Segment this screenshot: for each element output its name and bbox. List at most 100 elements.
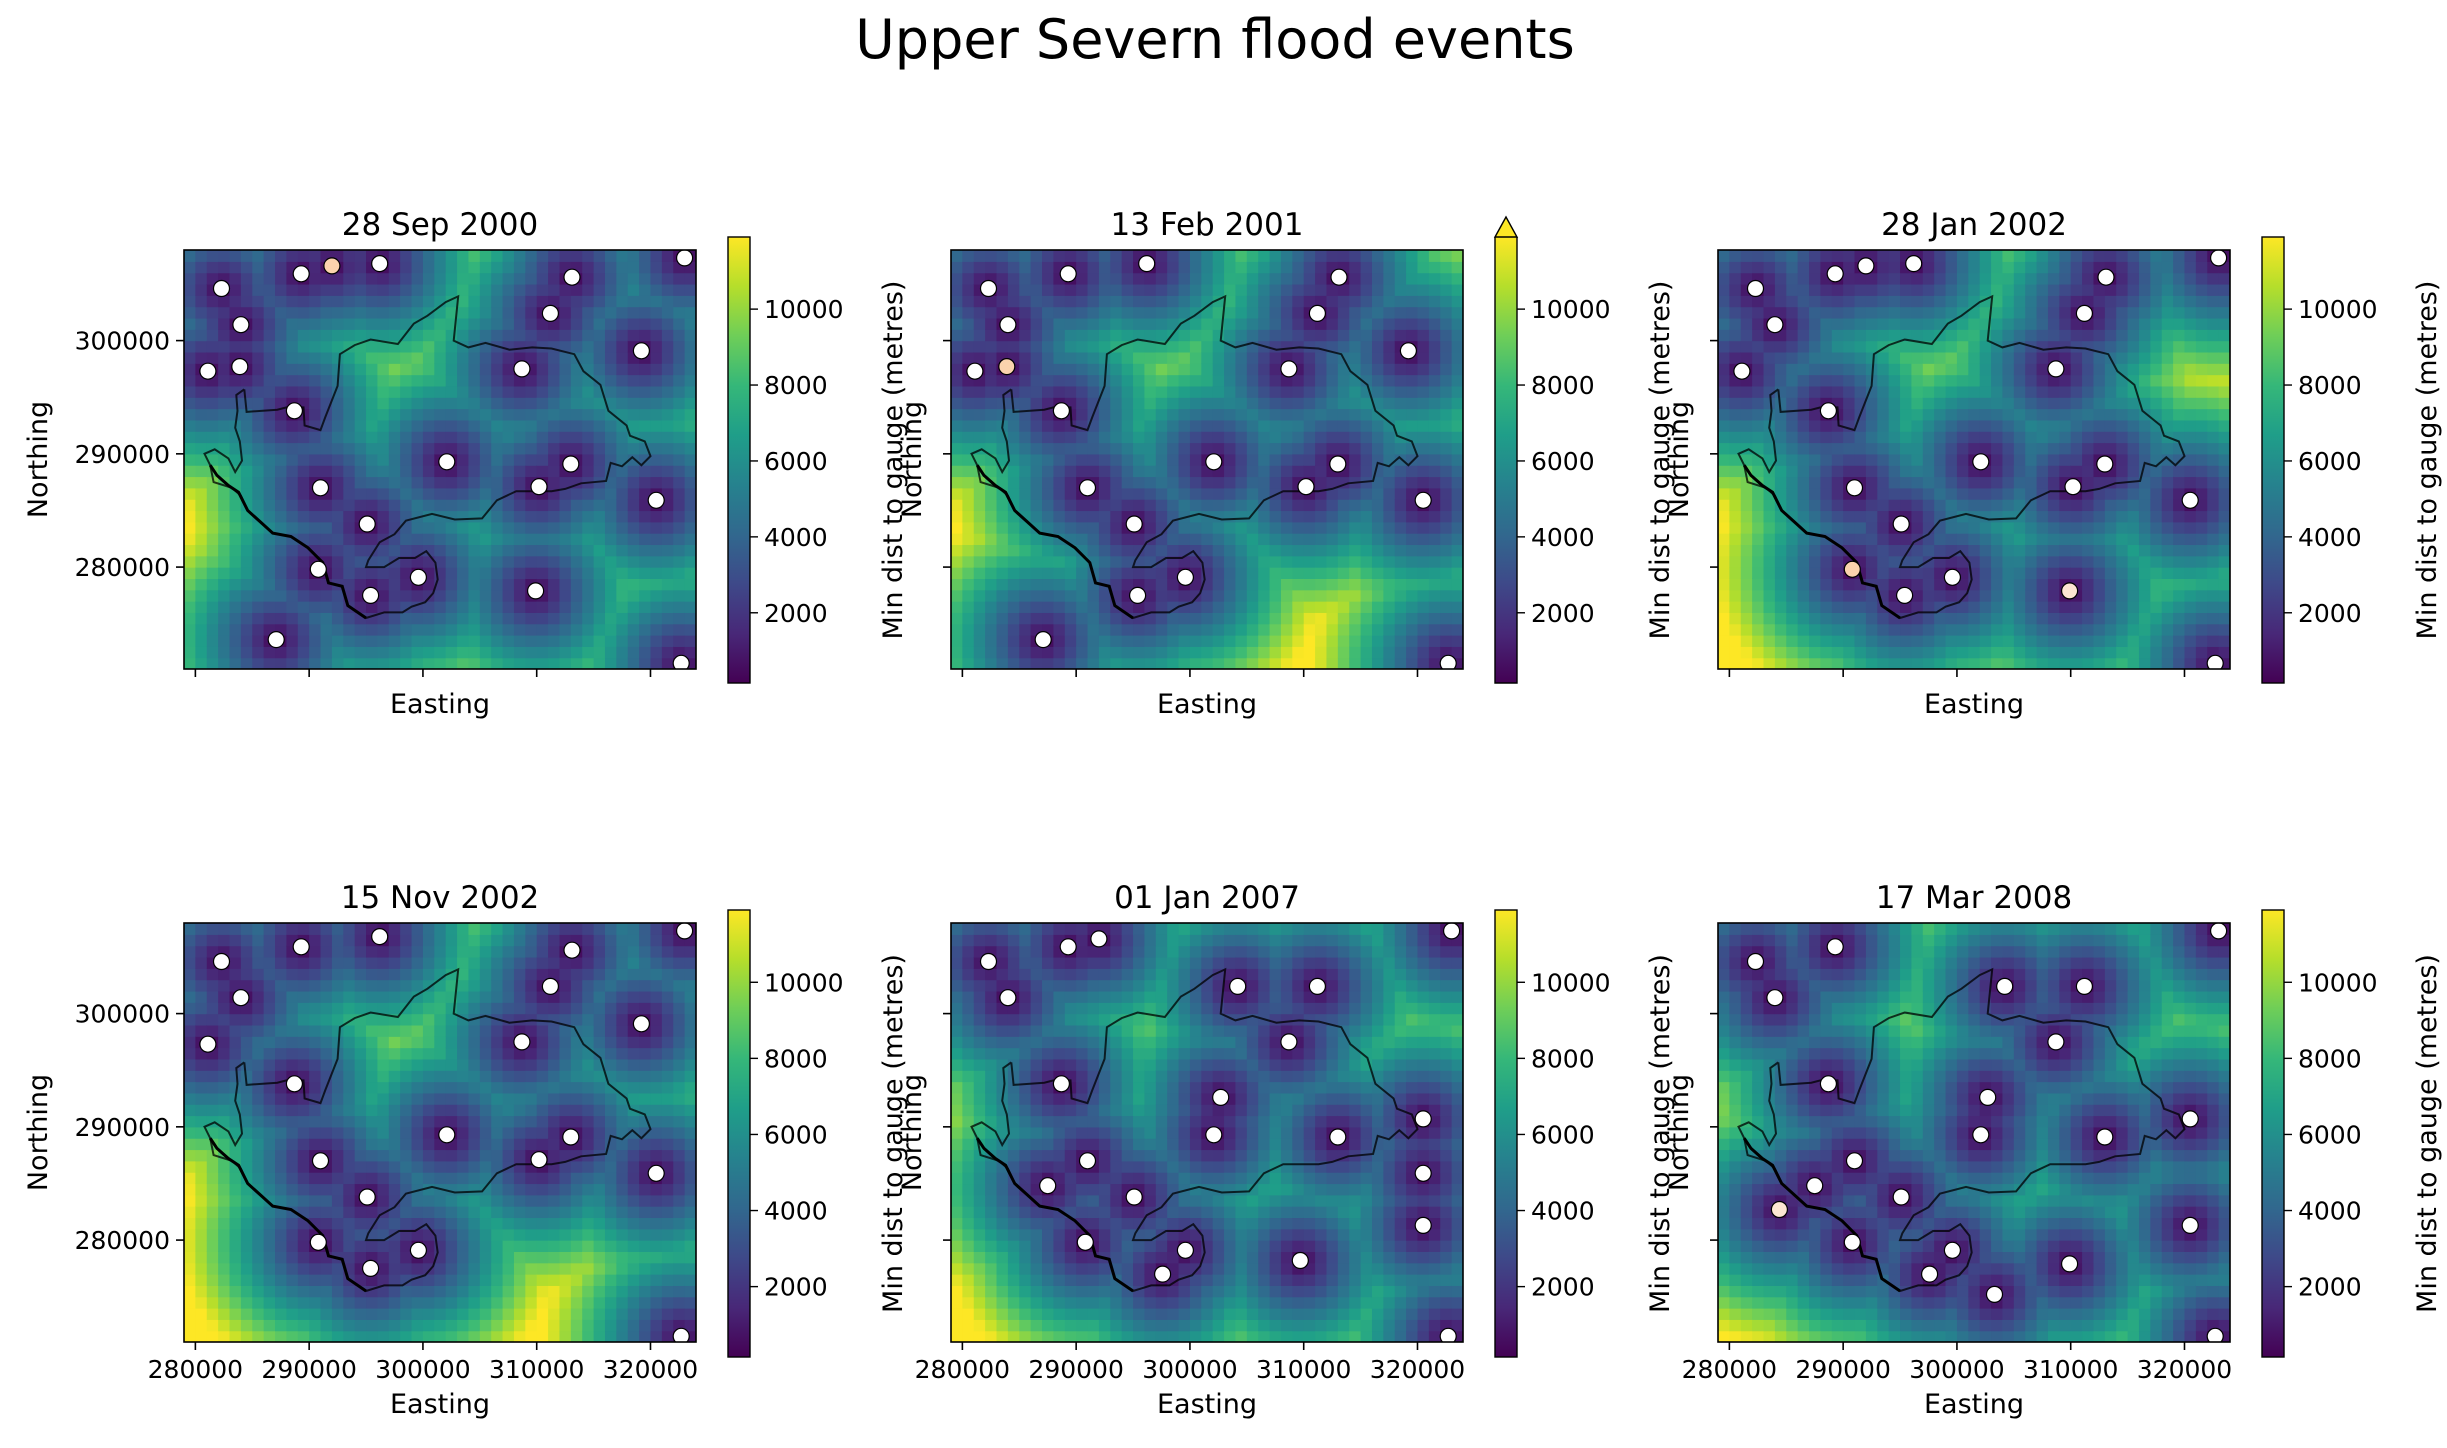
colorbar — [1495, 910, 1517, 1357]
x-tick-label: 300000 — [1142, 1355, 1237, 1384]
colorbar — [728, 910, 750, 1357]
gauge-marker — [676, 250, 694, 267]
gauge-marker — [267, 630, 285, 649]
gauge-marker — [2047, 360, 2065, 378]
colorbar-tick-label: 4000 — [2298, 1197, 2362, 1226]
gauge-marker — [438, 1126, 456, 1144]
x-tick-label: 310000 — [489, 1355, 584, 1384]
x-tick-label: 310000 — [1256, 1355, 1351, 1384]
colorbar-tick-label: 10000 — [2298, 295, 2378, 324]
gauge-marker — [1439, 1327, 1457, 1342]
gauge-marker — [1770, 1200, 1789, 1219]
colorbar — [728, 237, 750, 683]
gauge-marker — [292, 265, 310, 283]
gauge-marker — [1297, 478, 1315, 496]
colorbar-tick-label: 8000 — [2298, 1044, 2362, 1073]
gauge-marker — [285, 1075, 303, 1093]
gauge-marker — [2061, 1255, 2079, 1273]
gauge-marker — [438, 453, 456, 471]
gauge-marker — [362, 1259, 380, 1278]
gauge-marker — [1943, 568, 1962, 586]
y-tick-label: 300000 — [75, 327, 170, 356]
gauge-marker — [1985, 1285, 2004, 1304]
x-tick-label: 320000 — [603, 1355, 698, 1384]
colorbar-label: Min dist to gauge (metres) — [1645, 954, 1676, 1313]
gauge-marker — [2064, 478, 2082, 496]
y-tick-label: 280000 — [75, 553, 170, 582]
gauge-marker — [1229, 977, 1247, 996]
gauge-marker — [1819, 402, 1838, 420]
catchment-outline-main — [1742, 1137, 1901, 1293]
distance-heatmap — [1718, 250, 2230, 669]
colorbar-tick-label: 10000 — [1531, 968, 1611, 997]
y-axis-label: Northing — [23, 401, 54, 518]
colorbar-tick-label: 10000 — [764, 968, 844, 997]
gauge-marker — [1078, 1152, 1097, 1170]
gauge-marker — [676, 923, 694, 940]
gauge-marker — [2206, 1327, 2224, 1342]
gauge-marker — [1330, 268, 1348, 286]
gauge-marker — [1399, 342, 1418, 360]
gauge-marker — [1414, 1216, 1432, 1235]
distance-heatmap — [184, 923, 696, 1342]
gauge-marker — [1819, 1075, 1838, 1093]
gauge-marker — [1845, 1152, 1864, 1170]
y-axis-label: Northing — [1664, 1074, 1695, 1191]
panel-title: 01 Jan 2007 — [1114, 880, 1300, 916]
colorbar-tick-label: 8000 — [764, 371, 828, 400]
gauge-marker — [1414, 1164, 1432, 1182]
colorbar-tick-label: 4000 — [764, 523, 828, 552]
distance-heatmap — [951, 250, 1463, 669]
gauge-marker — [1059, 938, 1077, 956]
gauge-marker — [1806, 1177, 1824, 1195]
gauge-marker — [1090, 930, 1108, 948]
colorbar-tick-label: 10000 — [2298, 968, 2378, 997]
gauge-marker — [1439, 654, 1457, 669]
catchment-outline-main — [208, 464, 367, 620]
gauge-marker — [647, 1164, 665, 1182]
gauge-marker — [309, 1233, 327, 1251]
x-axis-label: Easting — [1924, 689, 2024, 720]
x-axis-label: Easting — [1157, 689, 1257, 720]
gauge-marker — [1291, 1251, 1309, 1270]
gauge-marker — [1308, 977, 1327, 996]
colorbar-tick-label: 6000 — [2298, 447, 2362, 476]
gauge-marker — [1308, 304, 1327, 322]
gauge-marker — [1176, 1241, 1195, 1259]
colorbar — [2262, 910, 2284, 1357]
gauge-marker — [562, 455, 580, 473]
panel-2: 13 Feb 2001 Easting Northing 2000 4000 6000 80… — [897, 207, 1676, 720]
gauge-marker — [1153, 1265, 1172, 1283]
colorbar-extend-arrow — [1493, 215, 1519, 238]
gauge-marker — [1212, 1088, 1230, 1107]
gauge-marker — [1280, 1033, 1298, 1051]
gauge-marker — [1996, 977, 2014, 996]
gauge-marker — [362, 586, 380, 605]
x-tick-label: 290000 — [1795, 1355, 1890, 1384]
gauge-marker — [285, 402, 303, 420]
colorbar-tick-label: 6000 — [1531, 447, 1595, 476]
gauge-marker — [1128, 586, 1147, 605]
gauge-marker — [1076, 1233, 1094, 1251]
gauge-marker — [1766, 316, 1784, 334]
panel-1: 28 Sep 2000 Easting 280000 290000 300000 Nort… — [23, 207, 909, 720]
gauge-marker — [1905, 255, 1923, 273]
gauge-marker — [1414, 491, 1432, 509]
colorbar-label: Min dist to gauge (metres) — [2412, 954, 2443, 1313]
gauge-marker — [632, 342, 651, 360]
gauge-marker — [1826, 265, 1844, 283]
gauge-marker — [563, 941, 581, 959]
gauge-marker — [358, 515, 376, 533]
gauge-marker — [1746, 279, 1765, 298]
gauge-marker — [966, 362, 984, 380]
gauge-marker — [1414, 1110, 1432, 1128]
gauge-marker — [1078, 479, 1097, 497]
colorbar-tick-label: 2000 — [1531, 599, 1595, 628]
x-tick-label: 310000 — [2023, 1355, 2118, 1384]
colorbar-tick-label: 8000 — [764, 1044, 828, 1073]
y-tick-label: 290000 — [75, 1113, 170, 1142]
colorbar-tick-label: 8000 — [2298, 371, 2362, 400]
x-tick-label: 280000 — [148, 1355, 243, 1384]
colorbar-tick-label: 2000 — [1531, 1273, 1595, 1302]
gauge-marker — [2047, 1033, 2065, 1051]
